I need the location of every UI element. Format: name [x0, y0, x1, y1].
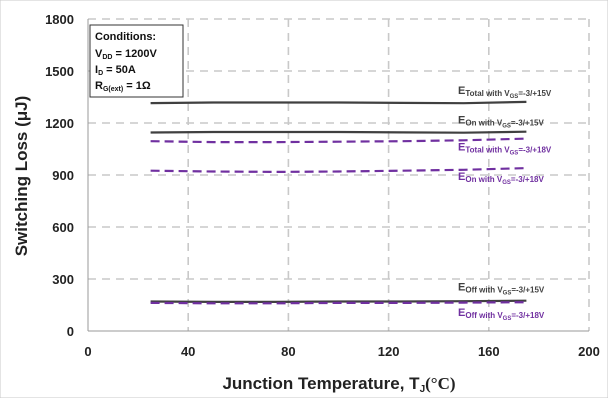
y-tick-label: 0 [67, 324, 74, 339]
series-eon-18v-line [150, 167, 527, 174]
label-eoff-15v: EOff with VGS=-3/+15V [458, 282, 545, 297]
y-tick-label: 1500 [45, 64, 74, 79]
condition-vdd: VDD = 1200V [95, 48, 157, 61]
y-tick-label: 1800 [45, 12, 74, 27]
x-axis-title: Junction Temperature, TJ(°C) [222, 374, 455, 395]
label-etotal-15v: ETotal with VGS=-3/+15V [458, 85, 552, 100]
conditions-border [89, 24, 184, 98]
label-eon-18v: EOn with VGS=-3/+18V [458, 171, 544, 186]
series-etotal-18v-line [150, 137, 527, 144]
series-etotal-15v-line [150, 100, 527, 105]
series-eoff-18v-line [150, 301, 527, 305]
grid [88, 18, 590, 331]
series-eon-15v-line [150, 130, 527, 134]
y-axis-title: Switching Loss (μJ) [12, 96, 31, 257]
x-tick-label: 0 [84, 344, 91, 359]
axes [87, 19, 589, 332]
x-tick-label: 80 [281, 344, 295, 359]
conditions-title: Conditions: [95, 31, 156, 43]
x-tick-label: 160 [478, 344, 500, 359]
series-lines [150, 100, 527, 305]
condition-id: ID = 50A [95, 64, 136, 77]
series-eoff-15v-line [150, 299, 527, 303]
condition-rg: RG(ext) = 1Ω [95, 80, 151, 93]
y-tick-label: 900 [52, 168, 74, 183]
y-axis-ticks: 0 300 600 900 1200 1500 1800 [45, 12, 74, 339]
y-tick-label: 1200 [45, 116, 74, 131]
conditions-box: Conditions: VDD = 1200V ID = 50A RG(ext)… [89, 24, 184, 98]
label-etotal-18v: ETotal with VGS=-3/+18V [458, 142, 552, 157]
x-tick-label: 200 [578, 344, 600, 359]
series-labels: ETotal with VGS=-3/+15V EOn with VGS=-3/+… [458, 85, 552, 322]
label-eoff-18v: EOff with VGS=-3/+18V [458, 307, 545, 322]
y-tick-label: 300 [52, 272, 74, 287]
x-tick-label: 40 [181, 344, 195, 359]
x-tick-label: 120 [378, 344, 400, 359]
label-eon-15v: EOn with VGS=-3/+15V [458, 115, 544, 130]
x-axis-ticks: 0 40 80 120 160 200 [84, 344, 599, 359]
y-tick-label: 600 [52, 220, 74, 235]
